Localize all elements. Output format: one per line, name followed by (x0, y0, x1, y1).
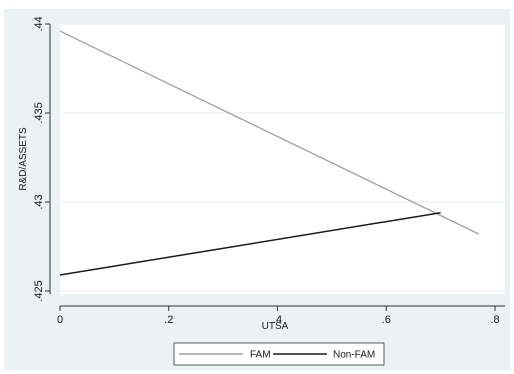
y-tick-label: .44 (33, 16, 45, 31)
x-axis-title: UTSA (262, 321, 289, 332)
legend-label: Non-FAM (333, 350, 375, 361)
plot-area (60, 24, 505, 294)
legend: FAM Non-FAM (173, 342, 385, 366)
y-tick-label: .435 (33, 102, 45, 123)
x-tick-label: .4 (273, 314, 282, 326)
series-line-fam (59, 30, 479, 235)
x-tick-label: .8 (490, 314, 499, 326)
x-axis-ticks: 0 .2 .4 .6 .8 (57, 306, 500, 326)
series-layer (59, 30, 479, 276)
y-axis-title: R&D/ASSETS (18, 127, 29, 191)
legend-label: FAM (250, 350, 271, 361)
series-line-non-fam (59, 211, 441, 276)
y-tick-label: .425 (33, 280, 45, 301)
y-tick-label: .43 (33, 194, 45, 209)
x-tick-label: .6 (382, 314, 391, 326)
gridlines (60, 23, 505, 292)
axes (49, 24, 505, 307)
x-tick-label: .2 (164, 314, 173, 326)
y-axis-ticks: .425 .43 .435 .44 (33, 16, 50, 302)
x-tick-label: 0 (57, 314, 63, 326)
